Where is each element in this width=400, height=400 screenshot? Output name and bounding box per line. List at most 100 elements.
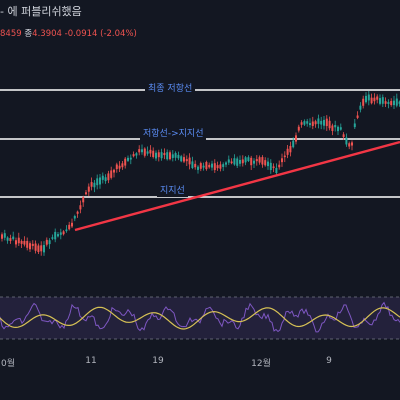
candle-body <box>104 177 107 182</box>
candle-body <box>222 164 225 167</box>
candle-body <box>202 165 205 168</box>
candle-body <box>356 115 359 118</box>
candle-body <box>82 197 85 203</box>
candle-body <box>219 164 222 169</box>
candle-body <box>87 186 90 192</box>
candle-body <box>6 237 9 241</box>
candle-body <box>110 170 113 178</box>
candle-body <box>197 166 199 170</box>
candle-body <box>353 123 356 128</box>
candle-body <box>370 97 373 104</box>
candle-body <box>194 163 197 168</box>
candle-body <box>149 149 152 154</box>
candle-body <box>303 121 306 125</box>
candle-body <box>12 236 15 240</box>
rising-trendline[interactable] <box>74 140 400 232</box>
candle-body <box>376 96 379 100</box>
candle-body <box>174 153 177 158</box>
candle-body <box>93 182 96 188</box>
candle-body <box>337 126 339 132</box>
candle-body <box>34 243 37 251</box>
candle-body <box>314 121 317 125</box>
candle-body <box>300 122 303 125</box>
idea-title: - 에 퍼블리쉬했음 <box>0 5 82 18</box>
candle-body <box>90 182 93 187</box>
close-value: 4.3904 <box>32 29 62 39</box>
candle-body <box>31 243 34 246</box>
candle-body <box>387 101 390 105</box>
candle-body <box>152 150 155 158</box>
candle-body <box>54 231 57 240</box>
candle-body <box>96 178 99 186</box>
candle-body <box>177 154 180 159</box>
candle-body <box>320 120 323 125</box>
candle-body <box>191 161 194 168</box>
candle-body <box>384 101 387 104</box>
candle-body <box>225 162 227 165</box>
candle-body <box>29 243 31 250</box>
candle-body <box>57 234 59 237</box>
candle-body <box>121 163 124 168</box>
candle-body <box>253 160 255 164</box>
candle-body <box>51 237 54 239</box>
candle-body <box>213 163 216 171</box>
oscillator-line <box>0 301 400 333</box>
candle-body <box>351 142 353 146</box>
candle-body <box>141 149 143 153</box>
candle-body <box>331 125 334 131</box>
candle-body <box>367 94 370 101</box>
candle-body <box>339 127 342 130</box>
candle-body <box>395 98 398 106</box>
candle-body <box>362 98 365 106</box>
candle-body <box>3 233 6 238</box>
candle-body <box>211 163 213 168</box>
candle-body <box>272 166 275 169</box>
candle-body <box>269 162 272 171</box>
candle-body <box>20 240 23 244</box>
candle-body <box>236 158 239 166</box>
candle-body <box>342 134 345 138</box>
candle-body <box>1 234 3 239</box>
candle-body <box>255 159 258 162</box>
candle-body <box>48 240 51 245</box>
time-tick: 0월 <box>0 359 16 369</box>
candle-body <box>37 245 40 253</box>
candle-body <box>118 165 121 169</box>
time-tick: 11 <box>85 356 97 366</box>
candle-body <box>267 161 269 167</box>
candle-body <box>163 153 166 156</box>
chart-header: - 에 퍼블리쉬했음 8459 종4.3904 -0.0914 (-2.04%) <box>0 0 400 44</box>
candle-body <box>62 231 65 235</box>
candle-body <box>398 101 400 104</box>
candle-body <box>73 216 76 219</box>
candle-body <box>365 95 367 103</box>
candlestick-series <box>1 90 400 256</box>
candle-body <box>79 205 82 210</box>
candle-body <box>390 101 393 106</box>
candle-body <box>199 163 202 169</box>
ohlc-readout: 8459 종4.3904 -0.0914 (-2.04%) <box>0 27 137 39</box>
candle-body <box>26 240 29 248</box>
time-axis: 0월 11 19 12월 9 <box>0 345 400 375</box>
indicator-band <box>0 297 400 339</box>
candle-body <box>239 159 241 164</box>
candle-body <box>250 157 253 166</box>
candle-body <box>306 121 309 124</box>
candle-body <box>381 97 384 104</box>
price-fragment: 8459 <box>0 29 22 39</box>
candle-body <box>233 158 236 165</box>
candle-body <box>345 137 348 145</box>
candle-body <box>115 164 118 170</box>
candle-body <box>15 240 17 245</box>
candle-body <box>143 148 146 156</box>
candle-body <box>289 145 292 153</box>
candle-body <box>278 164 281 168</box>
candle-body <box>244 157 247 163</box>
candle-body <box>311 121 314 127</box>
candle-body <box>373 97 376 102</box>
candle-body <box>317 118 320 124</box>
candle-body <box>216 165 219 169</box>
candle-body <box>132 154 135 157</box>
candle-body <box>261 157 264 165</box>
